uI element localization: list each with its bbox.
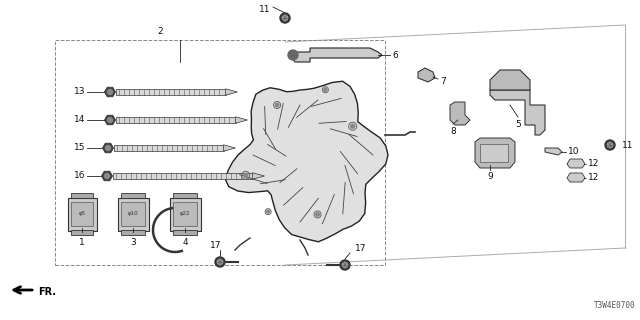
FancyBboxPatch shape [118, 197, 148, 230]
Circle shape [106, 146, 111, 150]
Polygon shape [102, 143, 113, 153]
Polygon shape [225, 81, 388, 242]
Text: 11: 11 [622, 140, 634, 149]
Bar [115, 89, 225, 95]
Bar [71, 202, 93, 226]
Text: 8: 8 [450, 127, 456, 136]
Circle shape [280, 13, 290, 23]
Polygon shape [223, 145, 236, 151]
Text: 5: 5 [515, 120, 521, 129]
Polygon shape [567, 159, 585, 168]
Text: 17: 17 [355, 244, 367, 253]
Polygon shape [104, 87, 115, 97]
Circle shape [244, 173, 248, 177]
FancyBboxPatch shape [67, 197, 97, 230]
Text: 3: 3 [130, 238, 136, 247]
Circle shape [351, 124, 355, 128]
Text: 6: 6 [392, 51, 397, 60]
Text: 12: 12 [588, 159, 600, 169]
Text: FR.: FR. [38, 287, 56, 297]
Text: φ10: φ10 [128, 212, 138, 217]
Text: 10: 10 [568, 148, 579, 156]
Bar [173, 230, 197, 235]
Bar [71, 230, 93, 235]
Circle shape [217, 259, 223, 265]
Circle shape [340, 260, 350, 270]
Circle shape [275, 103, 279, 107]
Bar [480, 144, 508, 162]
Bar [113, 173, 253, 179]
Polygon shape [292, 48, 382, 62]
Circle shape [342, 262, 348, 268]
Text: 7: 7 [440, 77, 445, 86]
Circle shape [108, 90, 113, 94]
Bar [115, 117, 236, 123]
Text: 15: 15 [74, 143, 85, 153]
Polygon shape [545, 148, 562, 155]
Circle shape [104, 173, 109, 179]
Circle shape [324, 88, 327, 91]
Text: T3W4E0700: T3W4E0700 [593, 301, 635, 310]
Circle shape [215, 257, 225, 267]
Circle shape [607, 142, 612, 148]
Bar [121, 202, 145, 226]
Polygon shape [418, 68, 435, 82]
Text: 12: 12 [588, 173, 600, 182]
Polygon shape [567, 173, 585, 182]
Text: 13: 13 [74, 87, 85, 97]
Circle shape [288, 50, 298, 60]
Polygon shape [450, 102, 470, 125]
Circle shape [316, 213, 319, 216]
Bar [173, 202, 197, 226]
Bar [173, 193, 197, 198]
Polygon shape [490, 70, 530, 90]
Text: 9: 9 [487, 172, 493, 181]
Circle shape [267, 210, 269, 213]
Text: 1: 1 [79, 238, 85, 247]
Bar [55, 40, 385, 265]
Circle shape [605, 140, 615, 150]
Text: 2: 2 [157, 27, 163, 36]
Polygon shape [102, 171, 113, 181]
Polygon shape [236, 117, 248, 123]
Text: 17: 17 [210, 241, 221, 250]
Polygon shape [253, 173, 264, 179]
Polygon shape [475, 138, 515, 168]
Bar [121, 230, 145, 235]
Circle shape [108, 117, 113, 123]
FancyBboxPatch shape [170, 197, 200, 230]
Polygon shape [225, 89, 237, 95]
Polygon shape [104, 115, 115, 125]
Bar [71, 193, 93, 198]
Text: 16: 16 [74, 172, 85, 180]
Text: 4: 4 [182, 238, 188, 247]
Bar [113, 145, 223, 151]
Text: 14: 14 [74, 116, 85, 124]
Text: φ22: φ22 [180, 212, 190, 217]
Text: φ5: φ5 [79, 212, 86, 217]
Circle shape [282, 15, 288, 21]
Bar [121, 193, 145, 198]
Polygon shape [490, 90, 545, 135]
Text: 11: 11 [259, 5, 270, 14]
